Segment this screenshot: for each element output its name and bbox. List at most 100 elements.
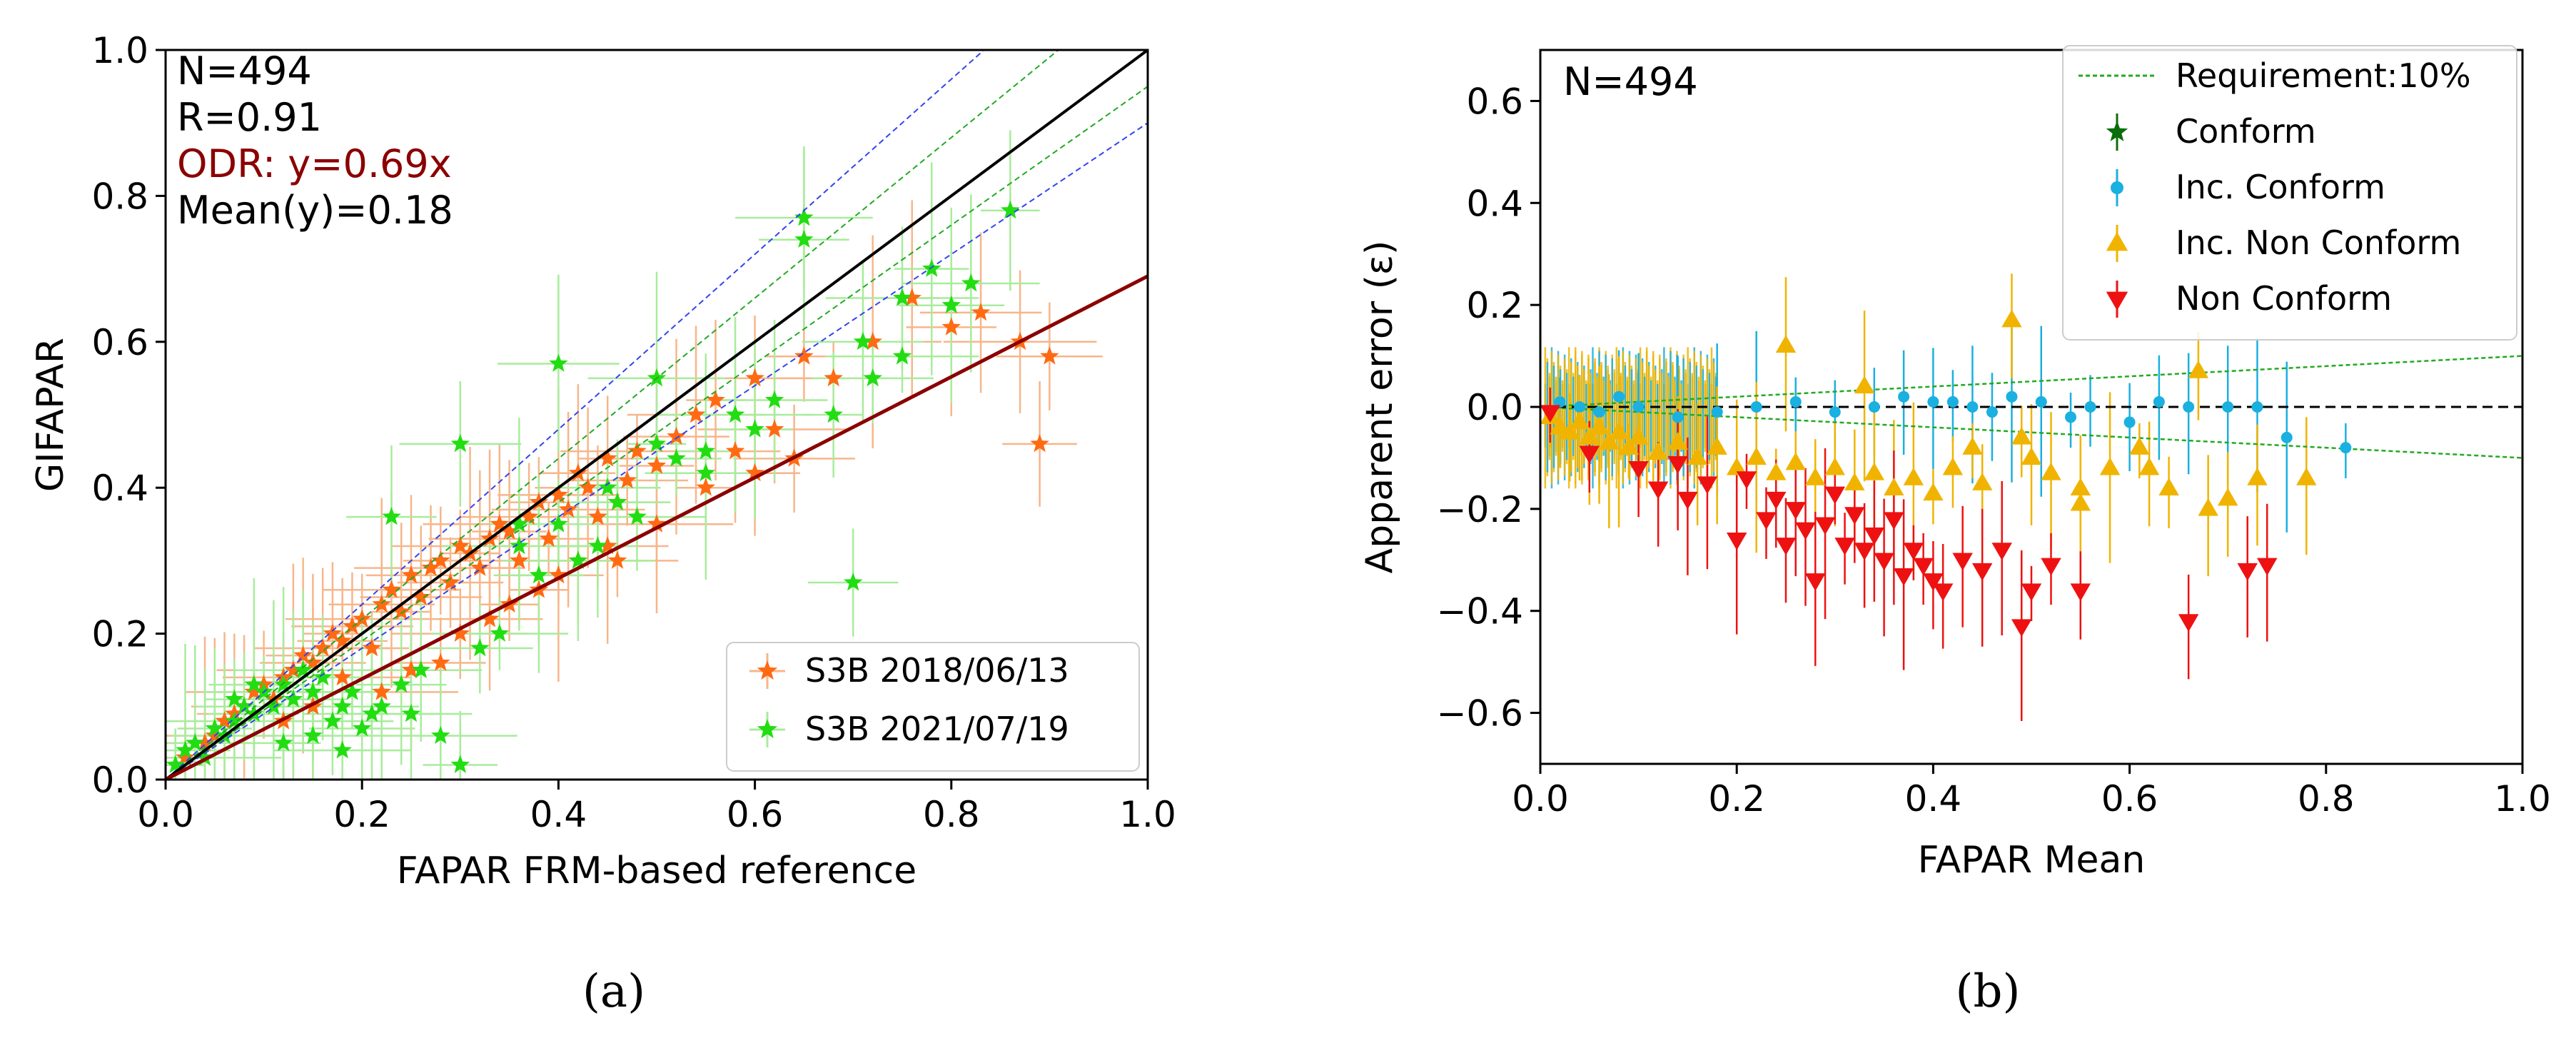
data-point-2018 <box>578 478 597 496</box>
uncertainty-band-line-green <box>166 50 1060 780</box>
data-point-2018 <box>431 652 450 671</box>
data-point-inc-conform <box>1672 411 1684 423</box>
annotation-r-a: R=0.91 <box>177 95 322 140</box>
data-point-2021 <box>794 229 814 248</box>
data-point-inc-conform <box>1593 406 1605 418</box>
data-point-inc-conform <box>2280 431 2293 443</box>
data-point-2018 <box>401 660 421 678</box>
data-point-2021 <box>450 433 470 453</box>
data-point-non-conform <box>1805 573 1826 591</box>
data-point-non-conform <box>1884 512 1904 530</box>
legend-marker-conform <box>2106 121 2128 141</box>
data-point-2021 <box>372 696 391 715</box>
legend-marker-non-conform <box>2106 291 2128 311</box>
annotation-mean-a: Mean(y)=0.18 <box>177 188 453 233</box>
data-point-2018 <box>597 536 617 555</box>
y-tick-label: 0.6 <box>91 322 148 363</box>
data-point-2018 <box>391 601 411 620</box>
y-axis-label-a: GIFAPAR <box>29 338 72 492</box>
data-point-2018 <box>176 747 195 766</box>
data-point-2018 <box>313 638 333 657</box>
data-point-inc-non-conform <box>1569 411 1590 430</box>
data-point-2021 <box>323 711 343 730</box>
data-point-2018 <box>195 732 215 752</box>
data-point-2021 <box>303 725 323 744</box>
chart-panel-b: 0.0 0.2 0.4 0.6 0.8 1.0 −0.6 −0.4 −0.2 0.0 0.2 0.4 0… <box>1358 45 2551 1018</box>
data-point-inc-non-conform <box>2011 426 2032 445</box>
data-point-inc-conform <box>2123 416 2136 428</box>
data-point-inc-non-conform <box>1844 473 1865 490</box>
data-point-non-conform <box>1667 455 1688 474</box>
data-point-2018 <box>941 317 961 336</box>
data-point-non-conform <box>2011 619 2032 638</box>
data-point-non-conform <box>2237 563 2258 581</box>
y-tick-label: 0.4 <box>1466 183 1523 224</box>
odr-fit-line <box>166 274 1148 780</box>
data-point-inc-non-conform <box>1579 426 1600 445</box>
data-point-2018 <box>706 390 725 408</box>
data-point-non-conform <box>1864 527 1885 545</box>
data-point-inc-conform <box>1574 401 1586 413</box>
data-point-2021 <box>892 288 912 306</box>
legend-marker-inc-non-conform <box>2106 232 2128 251</box>
data-point-2021 <box>234 696 254 715</box>
x-tick-label: 0.0 <box>1512 778 1569 820</box>
data-point-2018 <box>539 528 558 548</box>
y-tick-label: 1.0 <box>91 30 148 71</box>
data-point-inc-non-conform <box>1589 416 1610 435</box>
data-point-non-conform <box>1893 568 1914 586</box>
data-point-2018 <box>647 514 667 533</box>
data-point-2018 <box>490 514 510 533</box>
legend-marker-2018 <box>757 660 778 680</box>
data-point-2021 <box>510 514 529 533</box>
y-tick-label: −0.4 <box>1437 591 1523 633</box>
data-point-2018 <box>617 470 637 489</box>
x-tick-label: 0.6 <box>2101 778 2158 820</box>
data-point-inc-conform <box>1711 406 1723 418</box>
x-tick-label: 0.0 <box>137 794 194 835</box>
data-point-inc-conform <box>2251 401 2263 413</box>
data-point-2018 <box>362 638 382 657</box>
legend-label-inc-conform: Inc. Conform <box>2176 168 2385 206</box>
data-point-non-conform <box>1991 543 2012 560</box>
data-point-non-conform <box>1903 543 1924 560</box>
data-point-non-conform <box>1765 491 1787 510</box>
x-tick-label: 0.4 <box>530 794 587 835</box>
data-point-inc-conform <box>1898 390 1910 403</box>
data-point-inc-conform <box>1613 390 1625 403</box>
data-point-non-conform <box>1844 507 1865 525</box>
data-point-2021 <box>892 346 912 365</box>
data-point-inc-non-conform <box>1854 376 1875 394</box>
data-point-inc-conform <box>2084 401 2096 413</box>
data-point-inc-non-conform <box>1618 437 1640 455</box>
data-point-inc-non-conform <box>1667 432 1688 450</box>
y-tick-label: 0.4 <box>91 468 148 509</box>
legend-label-requirement: Requirement:10% <box>2176 56 2471 95</box>
legend-marker-2021 <box>757 719 778 739</box>
data-point-inc-conform <box>1986 406 1998 418</box>
data-point-2021 <box>352 718 372 737</box>
data-point-inc-non-conform <box>1726 457 1747 475</box>
data-point-non-conform <box>1923 573 1944 591</box>
data-point-2018 <box>971 302 991 321</box>
data-point-inc-non-conform <box>2188 361 2209 378</box>
data-point-inc-non-conform <box>2021 447 2042 465</box>
data-point-inc-non-conform <box>1647 442 1669 460</box>
data-point-2021 <box>490 623 510 642</box>
legend-label-conform: Conform <box>2176 112 2316 151</box>
y-tick-label: 0.0 <box>1466 387 1523 428</box>
y-tick-label: 0.2 <box>1466 285 1523 326</box>
data-point-2018 <box>450 536 470 555</box>
data-point-inc-non-conform <box>1550 416 1570 435</box>
legend-label-2021: S3B 2021/07/19 <box>805 710 1069 748</box>
data-point-inc-non-conform <box>1785 452 1807 470</box>
data-point-inc-conform <box>1868 401 1880 413</box>
data-point-2021 <box>529 565 549 584</box>
data-point-non-conform <box>1756 512 1777 530</box>
data-point-inc-non-conform <box>2296 468 2317 485</box>
data-point-2021 <box>549 514 568 533</box>
data-point-inc-non-conform <box>1884 478 1904 496</box>
data-point-2018 <box>794 346 814 365</box>
data-point-2018 <box>382 580 401 598</box>
data-point-non-conform <box>1874 553 1894 571</box>
